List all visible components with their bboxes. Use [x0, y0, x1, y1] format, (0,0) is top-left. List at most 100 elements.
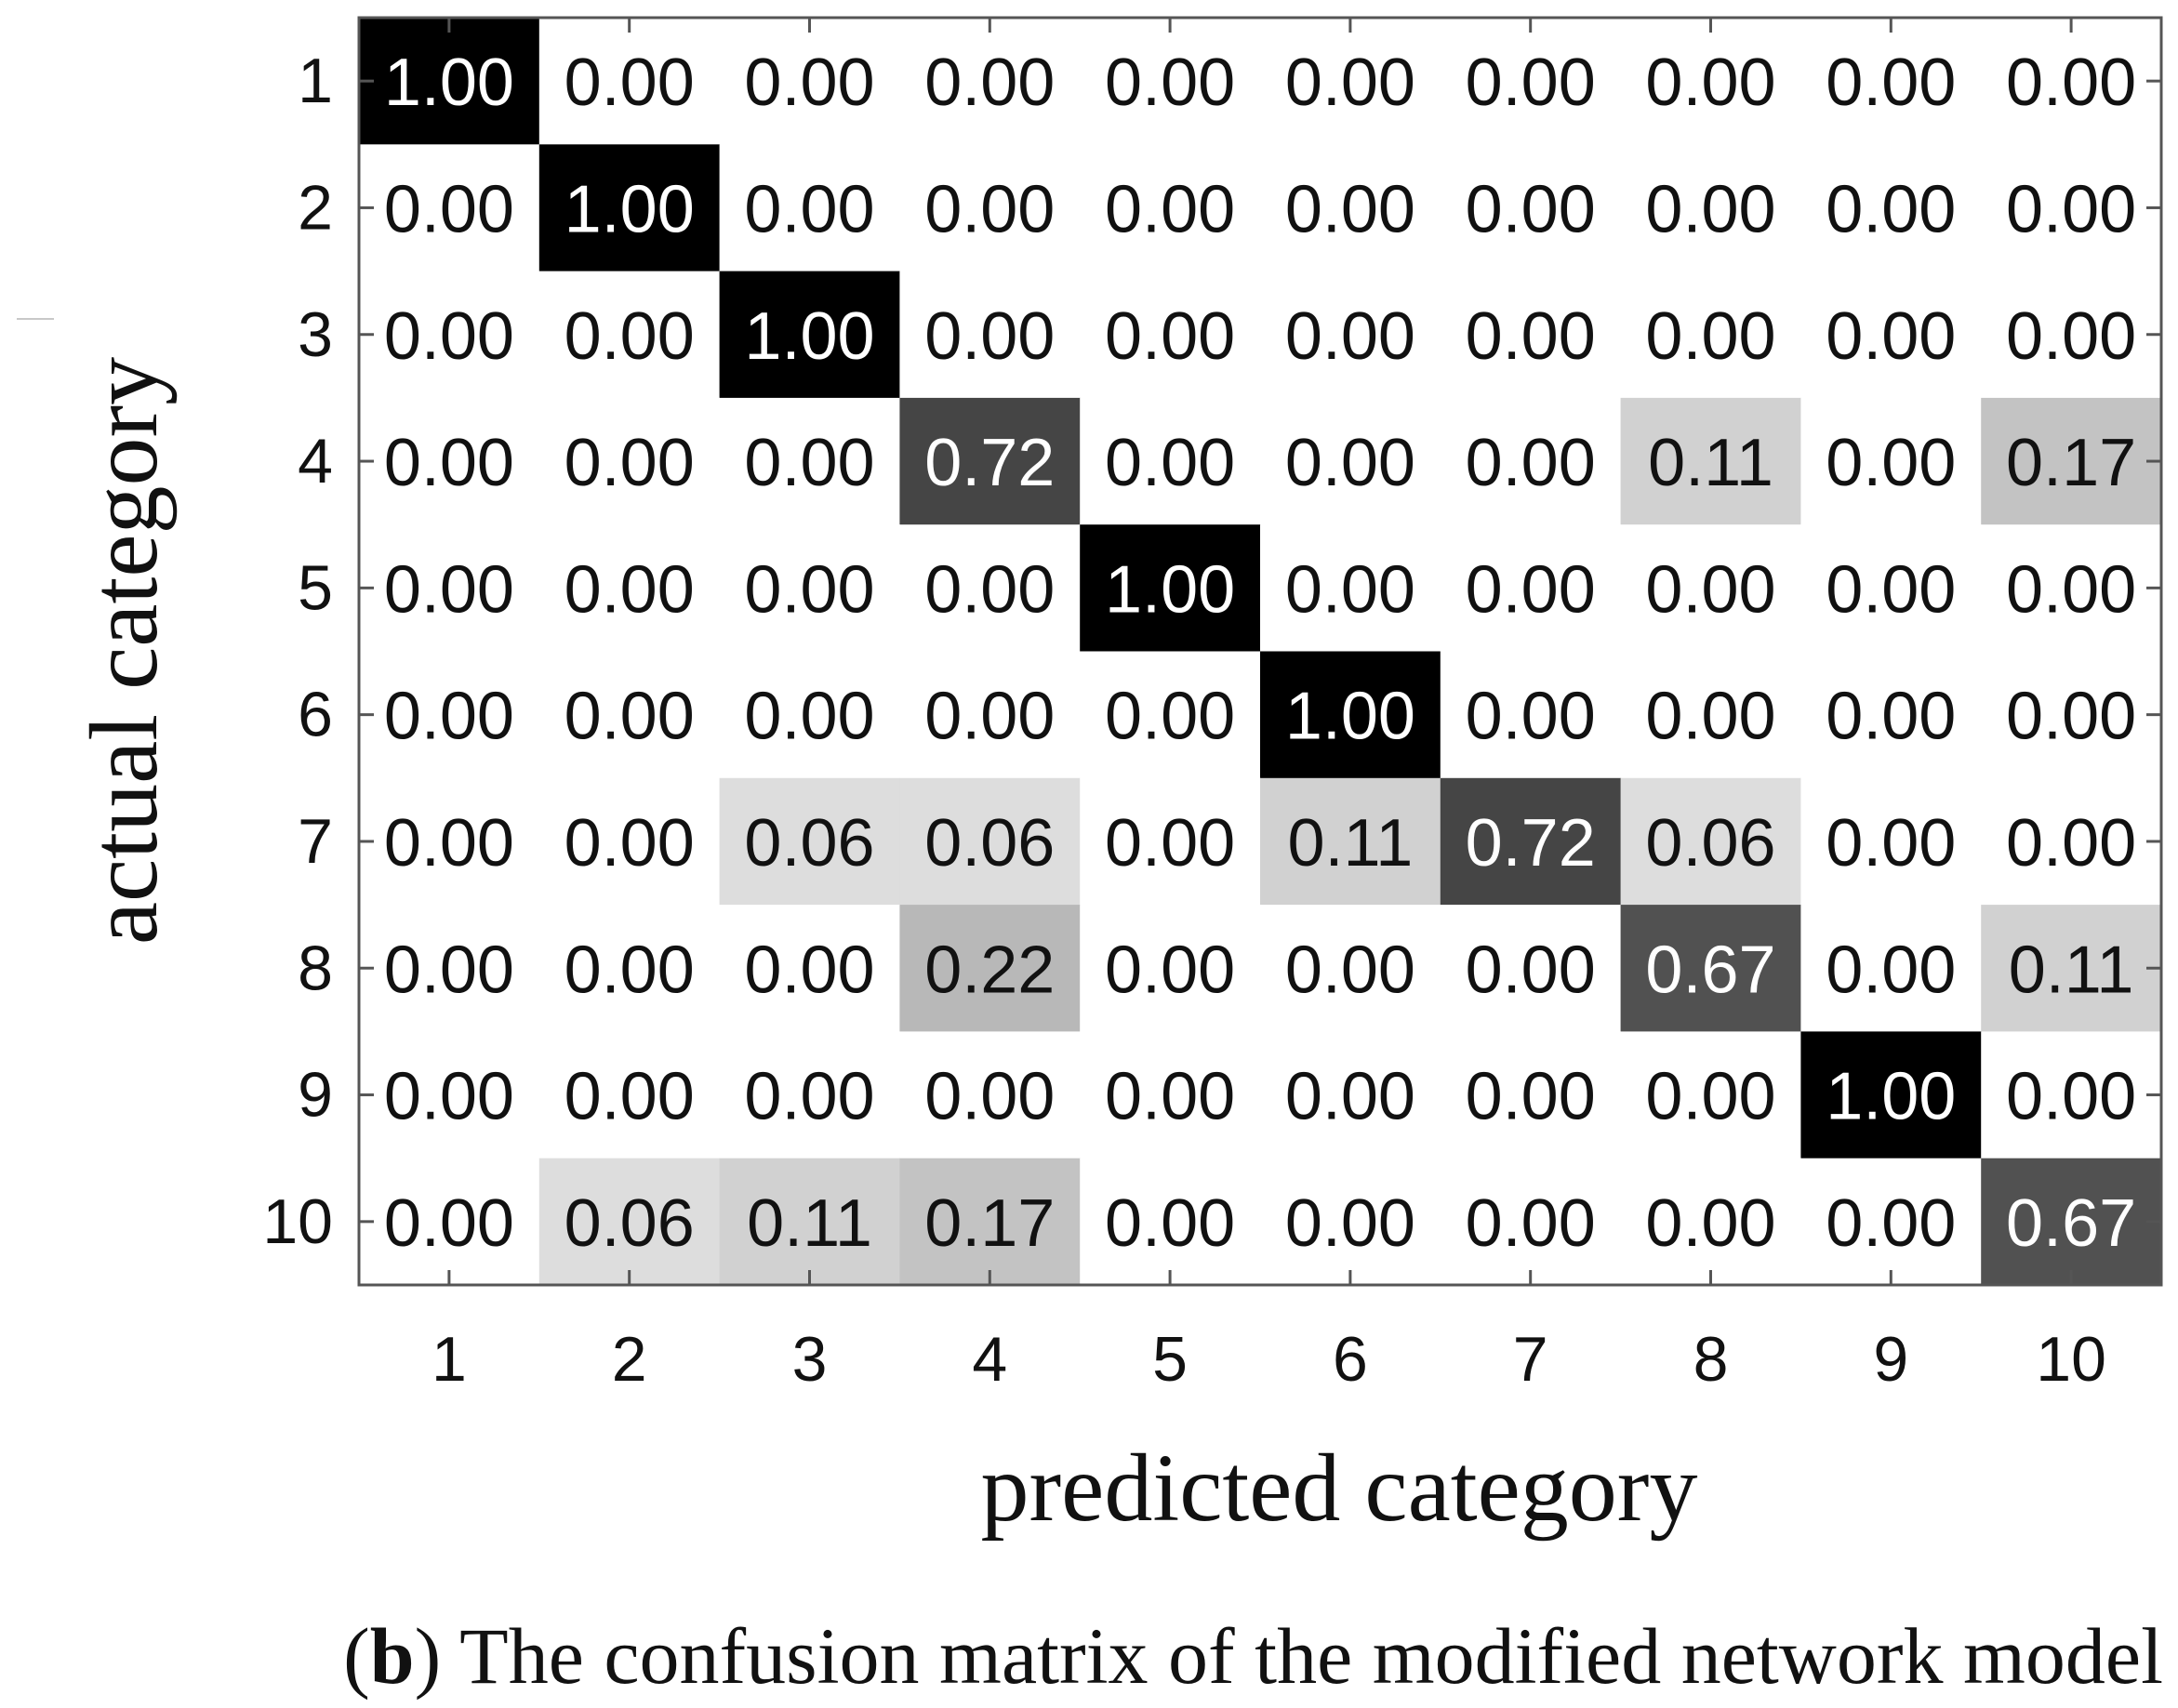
cell-value-label: 0.00	[1645, 1060, 1775, 1134]
cell-value-label: 0.00	[1826, 1186, 1956, 1261]
cell-value-label: 0.00	[744, 172, 874, 246]
heatmap-cell	[1080, 524, 1261, 652]
heatmap-cell	[1620, 777, 1801, 906]
heatmap-cell	[899, 1031, 1081, 1159]
heatmap-cell	[899, 144, 1081, 272]
x-tick-label: 9	[1873, 1324, 1908, 1395]
edge-mark	[17, 318, 54, 320]
heatmap-cell	[899, 397, 1081, 525]
heatmap-cell	[719, 524, 900, 652]
heatmap-cell	[1260, 18, 1441, 145]
heatmap-cell	[538, 271, 721, 399]
heatmap-cell	[538, 905, 721, 1032]
heatmap-cell	[1260, 1031, 1441, 1159]
cell-value-label: 0.00	[1826, 680, 1956, 754]
heatmap-cell	[1620, 1158, 1801, 1286]
x-tick-label: 6	[1333, 1324, 1368, 1395]
cell-value-label: 0.00	[744, 1060, 874, 1134]
cell-value-label: 0.00	[1645, 552, 1775, 627]
heatmap-cell	[899, 777, 1081, 906]
cell-value-label: 0.00	[2006, 299, 2136, 374]
heatmap-cell	[1260, 777, 1441, 906]
heatmap-cell	[1981, 651, 2162, 779]
heatmap-cell	[1800, 1031, 1982, 1159]
cell-value-label: 0.00	[564, 680, 695, 754]
cell-value-label: 0.00	[1285, 933, 1415, 1007]
heatmap-cell	[1260, 651, 1441, 779]
heatmap-cell	[1080, 271, 1261, 399]
heatmap-cell	[1080, 144, 1261, 272]
cell-value-label: 0.72	[924, 426, 1055, 500]
cell-value-label: 0.67	[1645, 933, 1775, 1007]
cell-value-label: 0.00	[2006, 680, 2136, 754]
axis-tick-labels: 1 2 3 4 5 6 7 8 9 10 1 2 3 4 5 6 7 8 9 10	[262, 46, 2106, 1395]
cell-value-label: 0.00	[744, 933, 874, 1007]
cell-value-label: 0.00	[744, 680, 874, 754]
cell-value-label: 0.00	[1466, 1060, 1596, 1134]
cell-value-label: 1.00	[1826, 1060, 1956, 1134]
heatmap-cell	[899, 1158, 1081, 1286]
heatmap-cell	[1800, 777, 1982, 906]
heatmap-cell	[1440, 777, 1622, 906]
cell-value-label: 0.00	[1466, 1186, 1596, 1261]
figure-caption: (b) The confusion matrix of the modified…	[343, 1611, 2163, 1701]
cell-value-label: 0.00	[1285, 1186, 1415, 1261]
cell-value-label: 0.00	[384, 552, 514, 627]
cell-value-label: 0.00	[1285, 299, 1415, 374]
cell-value-label: 0.00	[1466, 46, 1596, 120]
heatmap-cell	[538, 1158, 721, 1286]
heatmap-cell	[1620, 397, 1801, 525]
cell-value-label: 0.00	[924, 299, 1055, 374]
cell-value-label: 0.00	[1826, 46, 1956, 120]
x-tick-label: 1	[432, 1324, 467, 1395]
caption-text: The confusion matrix of the modified net…	[459, 1611, 2163, 1701]
cell-value-label: 0.00	[1285, 552, 1415, 627]
heatmap-cell	[1981, 905, 2162, 1032]
heatmap-cell	[1260, 271, 1441, 399]
heatmap-cell	[1981, 271, 2162, 399]
heatmap-cell	[719, 1031, 900, 1159]
cell-value-label: 1.00	[564, 172, 695, 246]
heatmap-cell	[1080, 651, 1261, 779]
heatmap-cell	[1981, 1158, 2162, 1286]
cell-value-label: 0.00	[744, 46, 874, 120]
x-axis-title: predicted category	[981, 1435, 1698, 1542]
cell-value-label: 0.00	[1105, 1186, 1235, 1261]
heatmap-cell	[1620, 524, 1801, 652]
heatmap-cell	[719, 397, 900, 525]
cell-value-label: 0.00	[564, 299, 695, 374]
cell-value-label: 0.00	[1466, 552, 1596, 627]
heatmap-cell	[1620, 144, 1801, 272]
heatmap-cell	[1981, 524, 2162, 652]
heatmap-cell	[1800, 271, 1982, 399]
cell-value-label: 0.00	[1105, 933, 1235, 1007]
cell-value-label: 0.00	[384, 426, 514, 500]
cell-value-label: 0.00	[924, 172, 1055, 246]
heatmap-cell	[1440, 1031, 1622, 1159]
heatmap-cell	[899, 651, 1081, 779]
cell-value-label: 0.00	[2006, 46, 2136, 120]
heatmap-cell	[538, 397, 721, 525]
heatmap-cell	[1080, 18, 1261, 145]
heatmap-cell	[359, 1031, 540, 1159]
heatmap-cell	[1080, 397, 1261, 525]
cell-value-label: 0.00	[924, 46, 1055, 120]
heatmap-cell	[1620, 271, 1801, 399]
cell-value-label: 0.00	[744, 552, 874, 627]
heatmap-cell	[1440, 271, 1622, 399]
heatmap-cell	[359, 18, 540, 145]
plot-frame	[357, 16, 2163, 1287]
heatmap-cell	[719, 18, 900, 145]
y-tick-label: 5	[298, 552, 333, 623]
x-tick-label: 4	[972, 1324, 1007, 1395]
heatmap-cell	[1440, 524, 1622, 652]
cell-value-label: 0.00	[1826, 933, 1956, 1007]
heatmap-cell	[359, 271, 540, 399]
cell-value-label: 0.00	[384, 1186, 514, 1261]
heatmap-cell	[899, 524, 1081, 652]
cell-value-label: 0.00	[924, 680, 1055, 754]
cell-value-label: 0.00	[564, 46, 695, 120]
cell-value-label: 0.06	[1645, 806, 1775, 880]
cell-value-label: 0.00	[1466, 172, 1596, 246]
